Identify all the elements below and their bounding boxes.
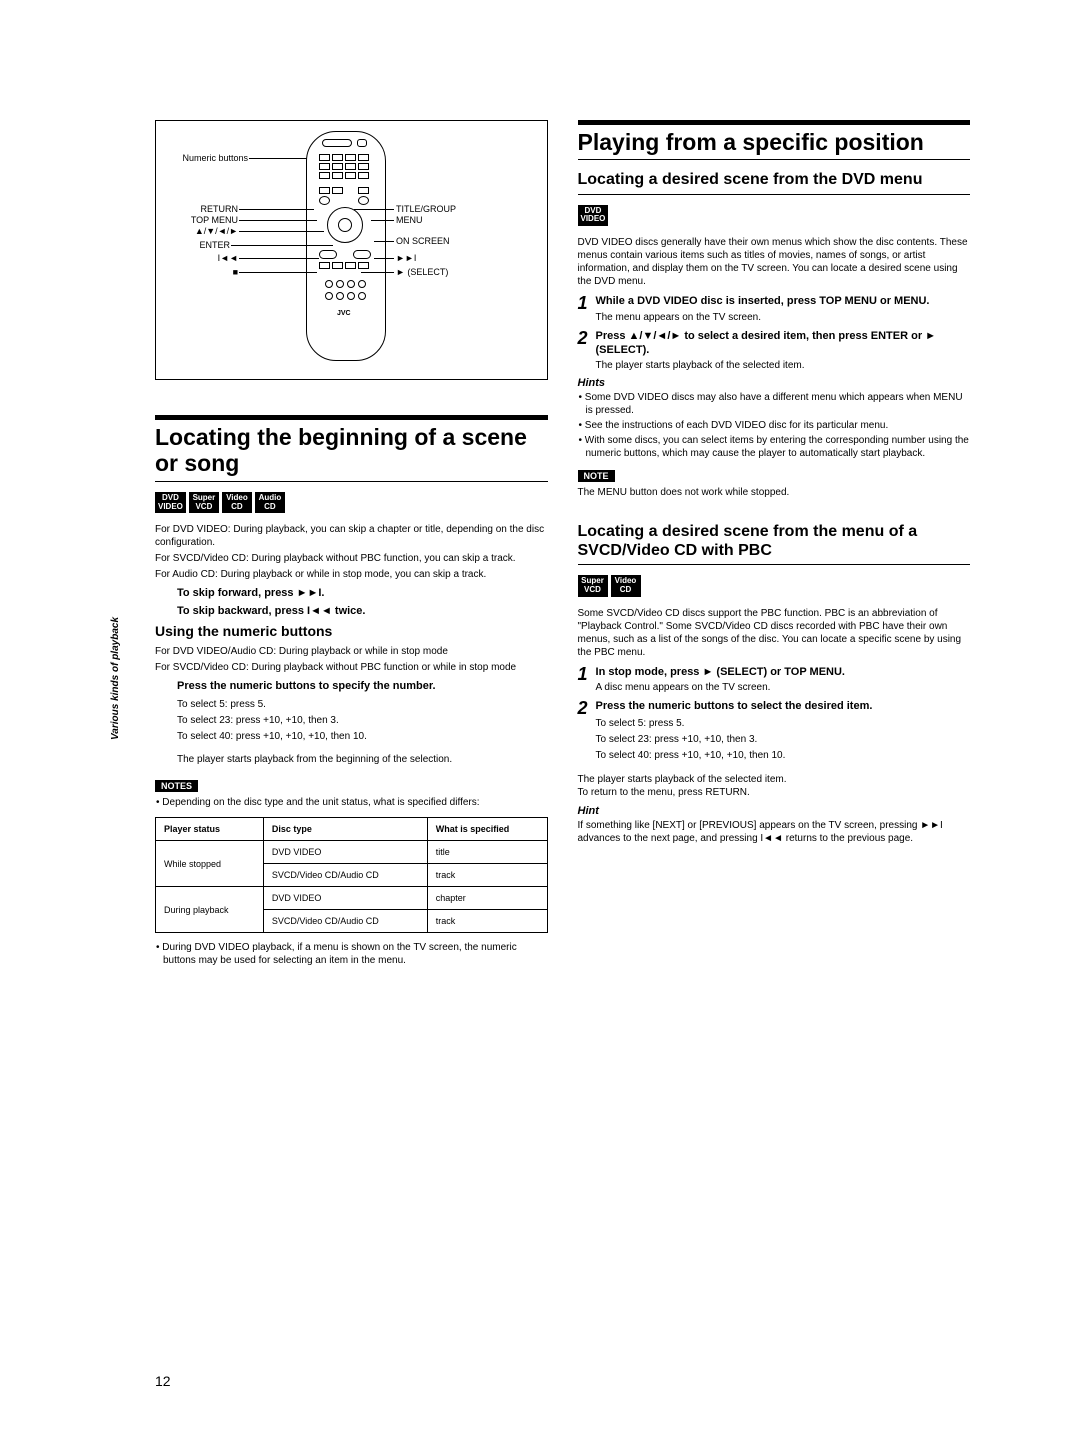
hint-label: Hint bbox=[578, 805, 971, 817]
sec1-step2: Press ▲/▼/◄/► to select a desired item, … bbox=[596, 329, 970, 358]
sec2-intro: Some SVCD/Video CD discs support the PBC… bbox=[578, 607, 971, 659]
left-heading: Locating the beginning of a scene or son… bbox=[155, 424, 548, 477]
press-numeric: Press the numeric buttons to specify the… bbox=[177, 680, 548, 692]
intro-text: For DVD VIDEO: During playback, you can … bbox=[155, 523, 548, 581]
right-heading: Playing from a specific position bbox=[578, 129, 971, 155]
notes-label: NOTES bbox=[155, 780, 198, 792]
label-numeric: Numeric buttons bbox=[158, 153, 248, 163]
sec1-heading: Locating a desired scene from the DVD me… bbox=[578, 170, 971, 189]
note-after-table: During DVD VIDEO playback, if a menu is … bbox=[155, 941, 548, 967]
sec2-badges: SuperVCDVideoCD bbox=[578, 575, 971, 597]
hints-list: Some DVD VIDEO discs may also have a dif… bbox=[578, 391, 971, 460]
label-select: ► (SELECT) bbox=[396, 267, 448, 277]
numeric-examples: To select 5: press 5.To select 23: press… bbox=[177, 698, 548, 743]
remote-diagram: JVC Numeric buttons RETURN TOP MENU ▲/▼/… bbox=[155, 120, 548, 380]
numeric-heading: Using the numeric buttons bbox=[155, 623, 548, 639]
hint-text: If something like [NEXT] or [PREVIOUS] a… bbox=[578, 819, 971, 845]
label-arrows: ▲/▼/◄/► bbox=[158, 226, 238, 236]
skip-backward: To skip backward, press I◄◄ twice. bbox=[177, 605, 548, 617]
sidebar-section-label: Various kinds of playback bbox=[110, 617, 121, 740]
sec1-step1: While a DVD VIDEO disc is inserted, pres… bbox=[596, 294, 970, 308]
disc-badges-left: DVDVIDEOSuperVCDVideoCDAudioCD bbox=[155, 492, 548, 514]
note-label: NOTE bbox=[578, 470, 615, 482]
spec-table: Player status Disc type What is specifie… bbox=[155, 817, 548, 933]
label-title-group: TITLE/GROUP bbox=[396, 204, 456, 214]
label-next: ►►I bbox=[396, 253, 416, 263]
label-enter: ENTER bbox=[158, 240, 230, 250]
sec1-step2-sub: The player starts playback of the select… bbox=[596, 360, 970, 371]
sec1-intro: DVD VIDEO discs generally have their own… bbox=[578, 236, 971, 288]
label-stop: ■ bbox=[158, 267, 238, 277]
step-number: 1 bbox=[578, 294, 588, 322]
step-number: 2 bbox=[578, 329, 588, 372]
sec1-step1-sub: The menu appears on the TV screen. bbox=[596, 312, 970, 323]
numeric-intro: For DVD VIDEO/Audio CD: During playback … bbox=[155, 645, 548, 674]
label-return: RETURN bbox=[158, 204, 238, 214]
hints-label: Hints bbox=[578, 377, 971, 389]
sec2-examples: To select 5: press 5.To select 23: press… bbox=[596, 717, 970, 762]
sec2-heading: Locating a desired scene from the menu o… bbox=[578, 522, 971, 560]
note-text: The MENU button does not work while stop… bbox=[578, 486, 971, 499]
sec2-step1: In stop mode, press ► (SELECT) or TOP ME… bbox=[596, 665, 970, 679]
sec2-step2: Press the numeric buttons to select the … bbox=[596, 699, 970, 713]
skip-forward: To skip forward, press ►►I. bbox=[177, 587, 548, 599]
label-topmenu: TOP MENU bbox=[158, 215, 238, 225]
step-number: 2 bbox=[578, 699, 588, 764]
label-menu: MENU bbox=[396, 215, 423, 225]
sec2-step1-sub: A disc menu appears on the TV screen. bbox=[596, 682, 970, 693]
note-bullets: Depending on the disc type and the unit … bbox=[155, 796, 548, 809]
page-number: 12 bbox=[155, 1373, 171, 1389]
after-example: The player starts playback from the begi… bbox=[177, 753, 548, 766]
step-number: 1 bbox=[578, 665, 588, 693]
label-onscreen: ON SCREEN bbox=[396, 236, 450, 246]
sec1-badges: DVDVIDEO bbox=[578, 205, 971, 227]
label-prev: I◄◄ bbox=[158, 253, 238, 263]
sec2-after: The player starts playback of the select… bbox=[578, 773, 971, 799]
